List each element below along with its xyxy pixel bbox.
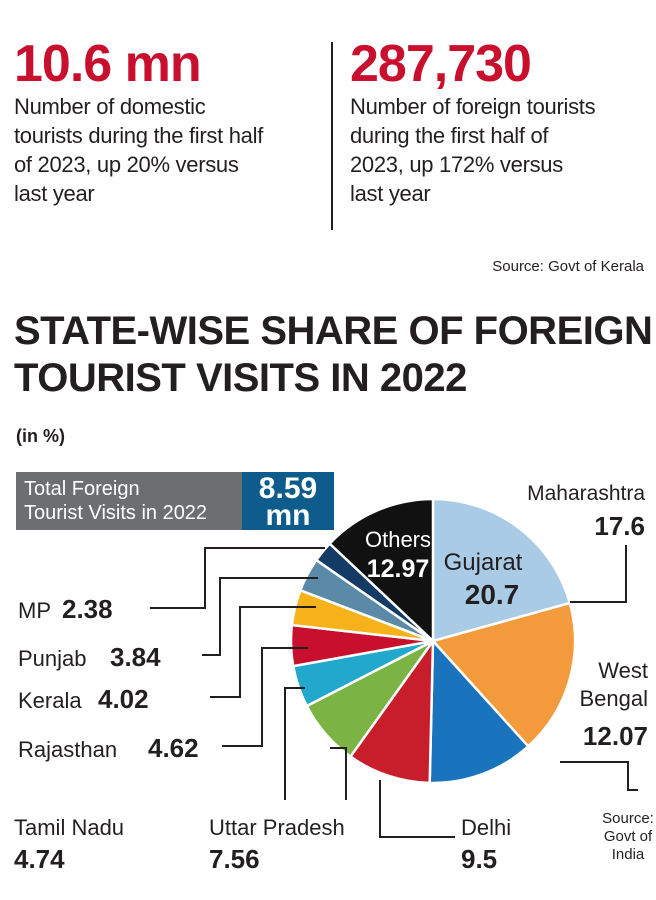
label-kerala-name: Kerala bbox=[18, 688, 82, 713]
domestic-stat-value: 10.6 mn bbox=[14, 35, 202, 93]
total-value-line: mn bbox=[265, 499, 311, 532]
total-visits-label: Total Foreign Tourist Visits in 2022 bbox=[16, 472, 242, 530]
label-tamil-nadu-name: Tamil Nadu bbox=[14, 815, 124, 840]
desc-line: last year bbox=[350, 181, 431, 206]
label-kerala-value: 4.02 bbox=[98, 684, 149, 714]
label-delhi-value: 9.5 bbox=[461, 844, 497, 874]
stat-divider bbox=[331, 42, 333, 230]
desc-line: of 2023, up 20% versus bbox=[14, 152, 239, 177]
leader-line-rajasthan bbox=[222, 647, 308, 747]
source-india-line-3: India bbox=[612, 846, 645, 863]
chart-title-line: TOURIST VISITS IN 2022 bbox=[14, 356, 467, 400]
desc-line: Number of domestic bbox=[14, 94, 206, 119]
slice-label-others-name: Others bbox=[365, 527, 431, 552]
pie-slice-west-bengal bbox=[428, 637, 531, 785]
leader-line-punjab bbox=[202, 577, 318, 656]
leader-line-west-bengal bbox=[560, 761, 638, 791]
leader-line-delhi bbox=[379, 780, 455, 838]
label-punjab-value: 3.84 bbox=[110, 642, 161, 672]
desc-line: Number of foreign tourists bbox=[350, 94, 596, 119]
label-maharashtra-name: Maharashtra bbox=[527, 482, 645, 505]
chart-unit: (in %) bbox=[16, 426, 65, 446]
desc-line: last year bbox=[14, 181, 95, 206]
total-visits-box: Total Foreign Tourist Visits in 2022 8.5… bbox=[16, 472, 334, 532]
total-label-line: Total Foreign bbox=[24, 478, 140, 500]
chart-title-line: STATE-WISE SHARE OF FOREIGN bbox=[14, 309, 653, 353]
leader-line-kerala bbox=[210, 606, 316, 698]
label-west-bengal-value: 12.07 bbox=[583, 721, 648, 751]
leader-lines bbox=[150, 545, 638, 838]
leader-line-maharashtra bbox=[570, 545, 627, 603]
desc-line: tourists during the first half bbox=[14, 123, 264, 148]
chart-title: STATE-WISE SHARE OF FOREIGN TOURIST VISI… bbox=[14, 308, 653, 402]
label-west-bengal-name-1: West bbox=[598, 658, 648, 683]
desc-line: during the first half of bbox=[350, 123, 549, 148]
label-uttar-pradesh-name: Uttar Pradesh bbox=[209, 815, 345, 840]
label-delhi-name: Delhi bbox=[461, 815, 511, 840]
label-uttar-pradesh-value: 7.56 bbox=[209, 844, 260, 874]
pie-slice-maharashtra bbox=[430, 601, 577, 749]
label-tamil-nadu-value: 4.74 bbox=[14, 844, 65, 874]
source-india-line-2: Govt of bbox=[604, 828, 653, 845]
leader-line-uttar-pradesh bbox=[330, 747, 347, 800]
label-maharashtra-value: 17.6 bbox=[594, 511, 645, 541]
pie-slice-gujarat bbox=[431, 497, 572, 643]
pie-slices bbox=[289, 497, 577, 785]
foreign-stat-value: 287,730 bbox=[350, 35, 532, 93]
leader-line-tamil-nadu bbox=[284, 687, 305, 800]
label-mp-name: MP bbox=[18, 598, 51, 623]
label-rajasthan-name: Rajasthan bbox=[18, 737, 117, 762]
pie-slice-others bbox=[327, 497, 435, 644]
label-rajasthan-value: 4.62 bbox=[148, 733, 199, 763]
label-punjab-name: Punjab bbox=[18, 646, 87, 671]
total-value-line: 8.59 bbox=[258, 472, 318, 505]
total-label-line: Tourist Visits in 2022 bbox=[24, 502, 208, 524]
label-west-bengal-name-2: Bengal bbox=[579, 686, 648, 711]
pie-slice-delhi bbox=[348, 636, 435, 785]
source-india-line-1: Source: bbox=[602, 810, 654, 827]
foreign-stat-description: Number of foreign tourists during the fi… bbox=[350, 92, 596, 208]
total-visits-value: 8.59 mn bbox=[242, 472, 334, 532]
slice-label-gujarat-name: Gujarat bbox=[444, 549, 523, 576]
slice-label-others-value: 12.97 bbox=[367, 555, 430, 583]
leader-line-mp bbox=[150, 547, 325, 609]
domestic-stat-description: Number of domestic tourists during the f… bbox=[14, 92, 263, 208]
label-mp-value: 2.38 bbox=[62, 594, 113, 624]
desc-line: 2023, up 172% versus bbox=[350, 152, 563, 177]
slice-label-gujarat-value: 20.7 bbox=[465, 579, 520, 610]
source-kerala: Source: Govt of Kerala bbox=[492, 258, 644, 275]
